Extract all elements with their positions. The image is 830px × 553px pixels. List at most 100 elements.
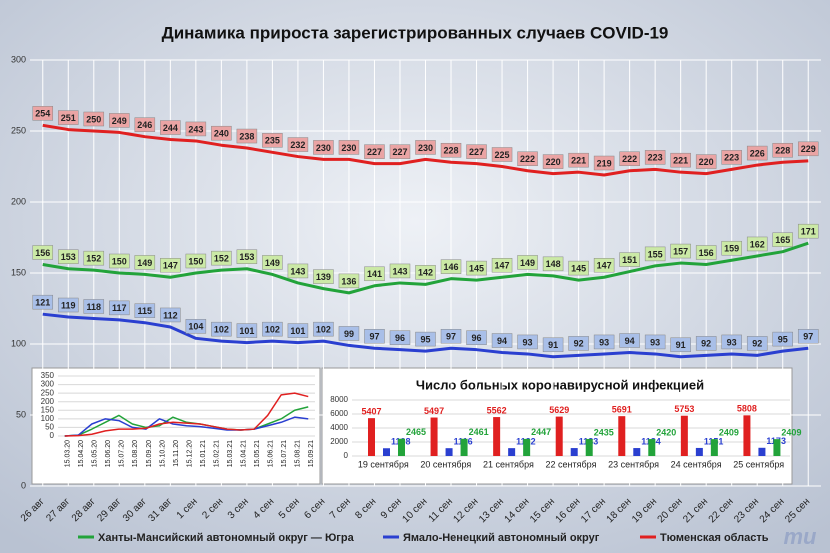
value-label-box [58, 297, 79, 313]
x-tick-label: 15.01.21 [200, 440, 207, 467]
bar [680, 415, 688, 456]
value-label: 117 [112, 303, 127, 313]
value-label-box [185, 253, 207, 269]
x-tick-label: 15.07.20 [119, 440, 126, 467]
series-line [42, 123, 809, 177]
value-label-box [568, 336, 589, 351]
value-label: 254 [35, 109, 50, 119]
value-label: 93 [599, 337, 609, 347]
bar [460, 438, 468, 456]
value-label-box [389, 263, 411, 279]
bar [710, 439, 718, 456]
series-line [64, 406, 309, 437]
bar [585, 438, 593, 456]
value-label: 5629 [549, 405, 569, 415]
value-label: 230 [418, 143, 433, 153]
value-label: 141 [367, 269, 382, 279]
value-label-box [695, 245, 717, 260]
value-label: 223 [648, 153, 663, 163]
bar [648, 439, 656, 456]
y-tick-label: 0 [50, 431, 55, 440]
value-label: 228 [444, 146, 459, 156]
bar [570, 448, 578, 456]
x-tick-label: 15.08.20 [132, 440, 139, 467]
value-label-box [619, 333, 640, 348]
value-label-box [721, 240, 742, 256]
value-label: 251 [61, 113, 76, 123]
x-tick-label: 15.09.20 [146, 440, 153, 467]
legend-label: Ханты-Мансийский автономный округ — Югра [98, 532, 355, 544]
value-label: 220 [546, 157, 561, 167]
value-label: 165 [775, 235, 790, 245]
value-label-box [389, 330, 411, 345]
value-label-box [568, 260, 589, 276]
value-label: 92 [701, 339, 711, 349]
x-tick-label: 23 сентября [608, 459, 659, 469]
value-label: 143 [392, 266, 407, 276]
x-tick-label: 15.07.21 [281, 440, 288, 467]
value-label: 153 [239, 252, 254, 262]
value-label-box [313, 269, 334, 284]
value-label: 220 [699, 157, 714, 167]
value-label: 149 [137, 258, 152, 268]
value-label: 156 [35, 248, 50, 258]
value-label: 148 [546, 259, 561, 269]
x-tick-label: 20 сентября [420, 459, 471, 469]
value-label-box [593, 258, 615, 273]
value-label-box [364, 266, 385, 282]
value-label: 139 [316, 272, 331, 282]
y-tick-label: 300 [11, 54, 26, 64]
legend-label: Ямало-Ненецкий автономный округ [403, 532, 600, 544]
value-label-box [491, 258, 513, 273]
value-label: 92 [574, 339, 584, 349]
value-label: 5562 [487, 405, 507, 415]
y-tick-label: 100 [11, 338, 26, 348]
value-label: 102 [265, 325, 280, 335]
value-label-box [797, 329, 819, 344]
value-label: 5808 [737, 404, 757, 414]
bar [508, 448, 516, 456]
value-label: 93 [650, 337, 660, 347]
y-tick-label: 6000 [330, 409, 348, 418]
value-label-box [746, 236, 768, 252]
value-label: 230 [341, 143, 356, 153]
value-label-box [236, 128, 258, 144]
bar [618, 416, 626, 456]
value-label: 149 [265, 258, 280, 268]
value-label-box [695, 154, 717, 169]
value-label: 97 [369, 332, 379, 342]
value-label: 149 [520, 258, 535, 268]
value-label-box [772, 232, 793, 247]
value-label: 93 [523, 337, 533, 347]
value-label: 246 [137, 120, 152, 130]
value-label-box [466, 330, 487, 345]
value-label: 143 [290, 266, 305, 276]
value-label-box [619, 252, 640, 267]
y-tick-label: 250 [41, 388, 55, 397]
value-label: 147 [495, 261, 510, 271]
value-label: 121 [35, 298, 50, 308]
value-label-box [670, 152, 691, 168]
value-label-box [313, 321, 334, 337]
value-label-box [236, 323, 258, 338]
y-tick-label: 200 [41, 397, 55, 406]
value-label: 150 [188, 256, 203, 266]
value-label: 229 [801, 144, 816, 154]
value-label-box [83, 111, 105, 127]
value-label: 101 [239, 326, 254, 336]
x-tick-label: 15.06.20 [105, 440, 112, 467]
series-line [42, 241, 809, 295]
value-label-box [593, 334, 615, 350]
x-tick-label: 15.08.21 [295, 440, 302, 467]
value-label-box [83, 299, 105, 314]
x-tick-label: 15.05.21 [254, 440, 261, 467]
value-label: 95 [420, 334, 430, 344]
value-label: 227 [367, 147, 382, 157]
value-label: 112 [163, 310, 178, 320]
value-label: 146 [444, 262, 459, 272]
value-label-box [517, 151, 538, 167]
value-label: 171 [801, 227, 816, 237]
value-label: 226 [750, 148, 765, 158]
value-label: 2447 [531, 427, 551, 437]
value-label-box [440, 329, 462, 344]
